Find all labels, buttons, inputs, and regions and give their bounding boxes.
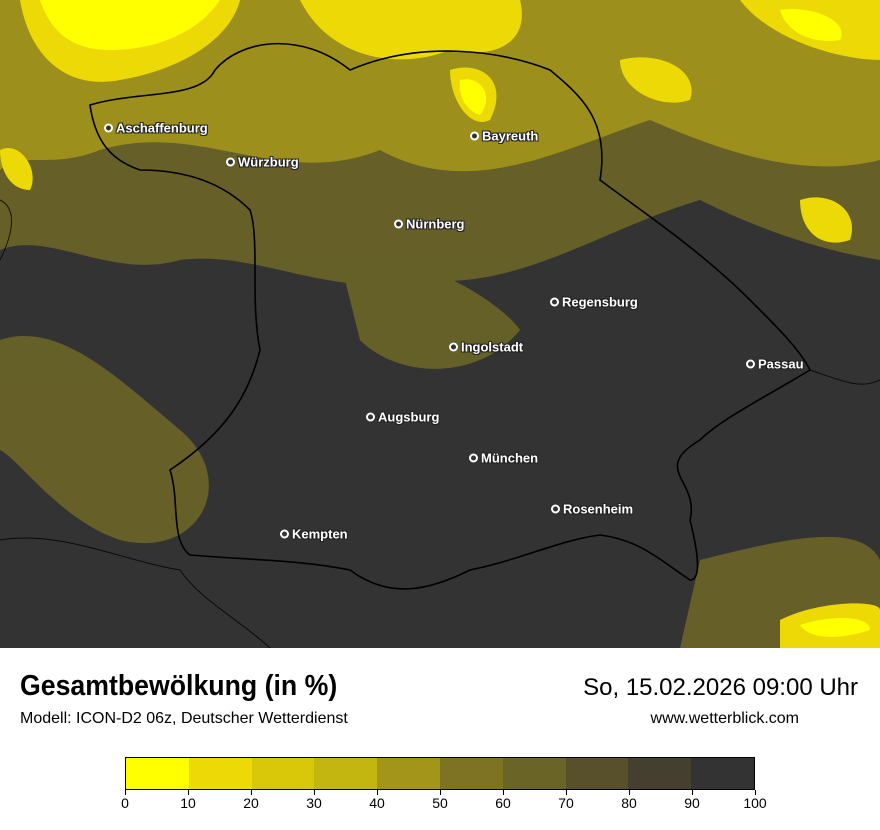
website-link[interactable]: www.wetterblick.com	[650, 710, 799, 727]
legend-tick	[188, 790, 189, 795]
city-marker: Nürnberg	[394, 217, 465, 232]
legend-tick-label: 0	[121, 795, 129, 811]
city-label: Aschaffenburg	[116, 120, 208, 136]
city-label: Ingolstadt	[461, 339, 524, 355]
legend-tick	[629, 790, 630, 795]
city-label: Rosenheim	[563, 501, 634, 517]
city-marker: Rosenheim	[551, 502, 633, 517]
state-border	[89, 42, 812, 590]
legend-swatch	[565, 758, 629, 789]
legend-tick	[503, 790, 504, 795]
city-marker: Würzburg	[226, 155, 299, 170]
city-label: Regensburg	[562, 294, 638, 310]
map-title: Gesamtbewölkung (in %)	[20, 670, 338, 702]
legend-tick-label: 100	[743, 795, 767, 811]
city-marker: Ingolstadt	[449, 340, 523, 355]
city-marker: Bayreuth	[470, 129, 538, 144]
legend-swatch	[314, 758, 378, 789]
city-label: Bayreuth	[482, 128, 539, 144]
forecast-datetime: So, 15.02.2026 09:00 Uhr	[583, 674, 858, 701]
legend-swatch	[691, 758, 754, 789]
legend-tick-label: 60	[495, 795, 511, 811]
city-label: Augsburg	[378, 409, 440, 425]
legend-swatch	[628, 758, 692, 789]
legend-tick	[755, 790, 756, 795]
city-marker: Passau	[746, 357, 804, 372]
country-border	[0, 199, 880, 648]
model-info: Modell: ICON-D2 06z, Deutscher Wetterdie…	[20, 710, 348, 727]
cloud-field	[0, 0, 880, 648]
legend-tick-label: 30	[306, 795, 322, 811]
legend-tick-label: 70	[558, 795, 574, 811]
city-label: Nürnberg	[406, 216, 465, 232]
legend-tick	[566, 790, 567, 795]
legend-swatch	[126, 758, 189, 789]
legend-tick-label: 10	[180, 795, 196, 811]
legend-tick-label: 80	[621, 795, 637, 811]
city-marker: München	[469, 451, 538, 466]
city-marker: Regensburg	[550, 295, 638, 310]
city-marker: Augsburg	[366, 410, 439, 425]
city-label: München	[481, 450, 539, 466]
legend-tick-label: 90	[684, 795, 700, 811]
legend-tick	[251, 790, 252, 795]
legend-swatch	[502, 758, 566, 789]
legend-swatch	[439, 758, 503, 789]
legend-swatch	[251, 758, 315, 789]
legend-tick	[377, 790, 378, 795]
city-label: Kempten	[292, 526, 348, 542]
city-marker: Kempten	[280, 527, 348, 542]
city-label: Passau	[758, 356, 804, 372]
legend-tick-label: 40	[369, 795, 385, 811]
cloud-cover-map: Aschaffenburg Würzburg Bayreuth Nürnberg…	[0, 0, 880, 648]
color-legend-bar	[125, 757, 755, 790]
legend-swatch	[377, 758, 440, 789]
city-label: Würzburg	[238, 154, 299, 170]
city-marker: Aschaffenburg	[104, 121, 208, 136]
legend-tick	[440, 790, 441, 795]
legend-tick-label: 50	[432, 795, 448, 811]
legend-tick	[692, 790, 693, 795]
legend-swatch	[188, 758, 252, 789]
legend-tick	[314, 790, 315, 795]
legend-tick-label: 20	[243, 795, 259, 811]
legend-tick	[125, 790, 126, 795]
